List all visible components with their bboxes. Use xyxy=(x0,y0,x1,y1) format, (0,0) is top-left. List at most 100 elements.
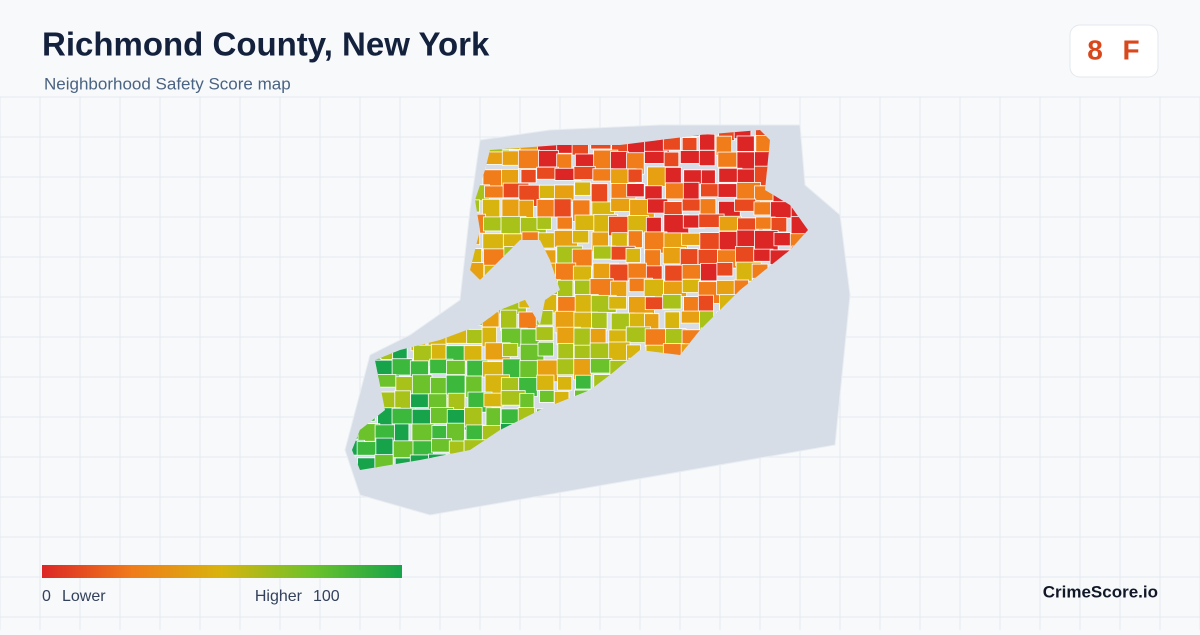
tract xyxy=(502,342,519,358)
tract xyxy=(411,263,429,285)
tract xyxy=(392,279,411,297)
tract xyxy=(575,374,592,390)
tract xyxy=(394,151,418,170)
tract xyxy=(699,198,717,216)
tract xyxy=(373,295,399,314)
tract xyxy=(357,130,379,133)
tract xyxy=(501,198,520,218)
tract xyxy=(373,137,397,153)
tract xyxy=(411,423,435,443)
tract xyxy=(501,150,521,166)
tract xyxy=(625,247,641,263)
tract xyxy=(465,424,485,443)
tract xyxy=(352,343,367,365)
tract xyxy=(430,185,454,200)
grade-badge xyxy=(1069,24,1159,78)
tract xyxy=(393,264,410,282)
tract xyxy=(771,473,795,493)
tract xyxy=(592,168,614,182)
tract xyxy=(464,406,483,428)
tract xyxy=(428,230,454,246)
tract xyxy=(701,473,716,489)
tract xyxy=(770,217,788,233)
tract xyxy=(352,130,360,138)
tract xyxy=(410,280,429,294)
tract xyxy=(700,183,720,198)
tract xyxy=(411,216,435,231)
tract xyxy=(445,167,468,184)
tract xyxy=(536,216,552,230)
tract xyxy=(535,326,554,341)
tract xyxy=(683,473,700,487)
tract xyxy=(356,150,381,174)
tract xyxy=(556,216,573,230)
tract xyxy=(627,215,649,234)
tract xyxy=(359,136,380,157)
tract xyxy=(700,262,718,282)
tract xyxy=(352,181,358,196)
tract xyxy=(431,264,452,282)
legend-gradient xyxy=(42,565,402,578)
tract xyxy=(352,230,361,252)
tract xyxy=(429,130,450,143)
tract xyxy=(447,247,463,261)
tract xyxy=(352,263,358,278)
tract xyxy=(663,201,683,216)
tract xyxy=(538,149,559,168)
tract xyxy=(393,297,421,313)
tract xyxy=(410,230,434,250)
tract xyxy=(413,130,431,132)
tract xyxy=(447,213,464,229)
tract xyxy=(806,167,808,182)
tract xyxy=(805,151,808,169)
tract xyxy=(357,326,380,340)
tract xyxy=(410,184,428,202)
tract xyxy=(413,167,433,190)
tract xyxy=(377,230,402,249)
tract xyxy=(589,358,613,374)
tract xyxy=(392,133,409,148)
tract xyxy=(357,217,384,235)
tract xyxy=(377,183,394,203)
tract xyxy=(680,310,702,324)
tract xyxy=(464,130,482,139)
tract xyxy=(700,169,716,186)
tract xyxy=(663,473,681,495)
safety-grade: F xyxy=(1122,34,1139,65)
tract xyxy=(697,294,714,313)
tract xyxy=(463,345,483,363)
tract xyxy=(644,150,668,164)
legend-max-label: Higher xyxy=(255,588,303,605)
tract xyxy=(376,214,402,237)
tract xyxy=(483,392,504,408)
tract xyxy=(393,200,410,222)
tract xyxy=(611,232,628,247)
tract xyxy=(735,469,754,470)
tract xyxy=(808,470,825,489)
tract xyxy=(572,230,590,244)
tract xyxy=(446,230,468,253)
tract xyxy=(394,231,416,245)
tract xyxy=(810,136,828,151)
tract xyxy=(447,392,466,410)
tract xyxy=(645,216,662,234)
tract xyxy=(485,407,501,427)
tract xyxy=(358,279,374,303)
tract xyxy=(809,456,832,476)
tract xyxy=(393,217,415,240)
tract xyxy=(374,262,399,280)
tract xyxy=(431,438,452,453)
tract xyxy=(446,149,473,167)
tract xyxy=(445,374,466,396)
tract xyxy=(805,130,808,133)
brand: CrimeScore.io xyxy=(1043,582,1158,601)
tract xyxy=(773,232,791,247)
tract xyxy=(427,280,447,303)
tract xyxy=(717,151,738,168)
tract xyxy=(536,374,555,391)
tract xyxy=(352,136,354,155)
tract xyxy=(500,309,518,332)
tract xyxy=(517,149,540,170)
tract xyxy=(411,137,434,155)
